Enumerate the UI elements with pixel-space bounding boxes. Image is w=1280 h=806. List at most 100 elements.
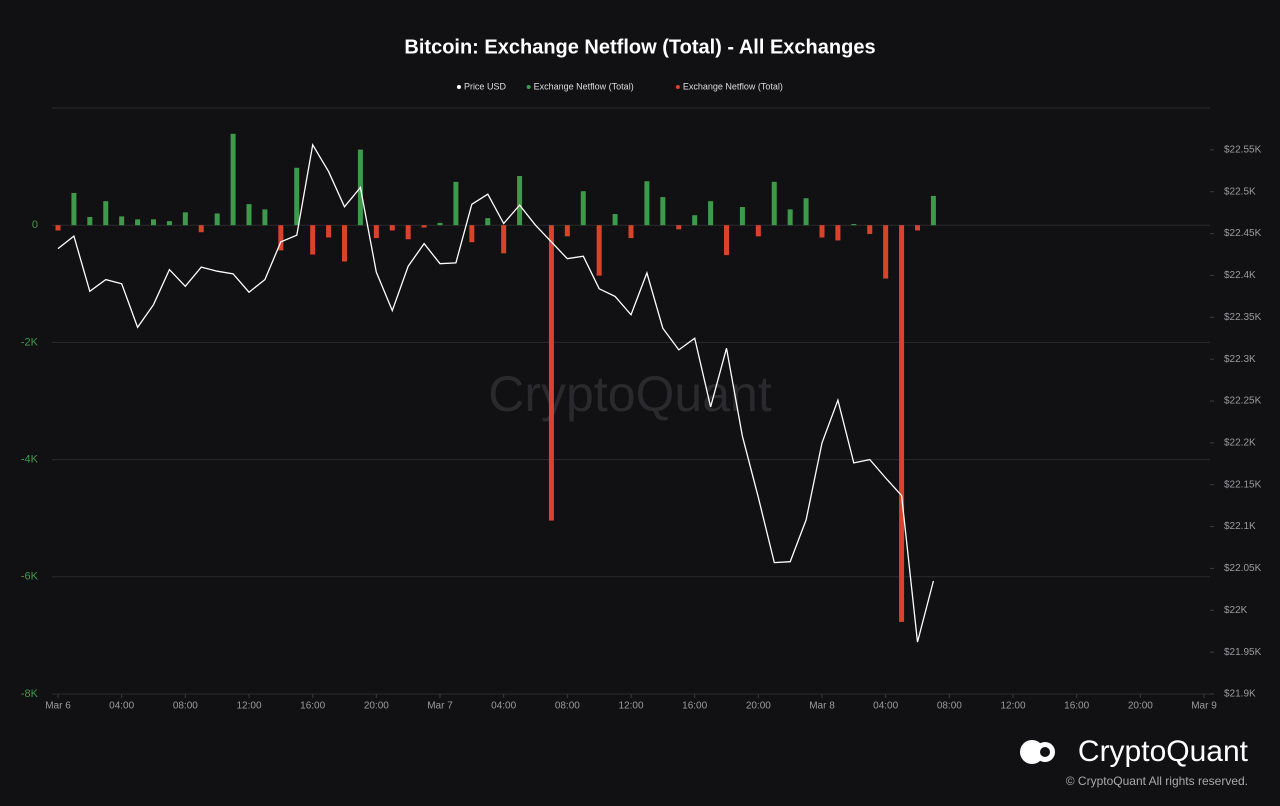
logo-icon [1040, 747, 1050, 757]
y2-tick-label: $22.35K [1224, 312, 1262, 323]
bar [485, 218, 491, 226]
bar [373, 225, 379, 239]
bar [660, 197, 666, 226]
x-tick-label: 08:00 [555, 701, 580, 712]
brand: CryptoQuant [1078, 735, 1249, 768]
legend-label: Exchange Netflow (Total) [683, 81, 783, 91]
legend-label: Exchange Netflow (Total) [534, 81, 634, 91]
bar [819, 225, 825, 238]
y2-tick-label: $22.05K [1224, 563, 1262, 574]
y-tick-label: 0 [32, 219, 38, 231]
x-tick-label: 04:00 [491, 701, 516, 712]
bar [580, 191, 586, 226]
bar [915, 225, 920, 231]
bar [294, 167, 300, 226]
y2-tick-label: $21.9K [1224, 689, 1256, 700]
bar [166, 221, 172, 226]
copyright: © CryptoQuant All rights reserved. [1066, 774, 1248, 788]
bar [182, 212, 188, 226]
bar [103, 201, 109, 226]
bar [326, 225, 332, 238]
bar [803, 198, 809, 226]
bar [564, 225, 570, 237]
x-tick-label: 04:00 [109, 701, 134, 712]
bar [708, 201, 714, 226]
bar [342, 225, 347, 262]
bar [548, 225, 554, 521]
bar [389, 225, 395, 231]
bar [405, 225, 411, 240]
bar [453, 181, 459, 226]
bar [771, 181, 777, 226]
bar [421, 225, 427, 228]
y-tick-label: -8K [21, 688, 39, 700]
x-tick-label: 20:00 [746, 701, 771, 712]
chart-title: Bitcoin: Exchange Netflow (Total) - All … [404, 36, 875, 58]
bar [930, 195, 936, 226]
x-tick-label: 12:00 [1000, 701, 1025, 712]
legend-marker [675, 85, 680, 89]
y-tick-label: -2K [21, 336, 39, 348]
bar [676, 225, 682, 230]
bar [214, 213, 220, 226]
bar [71, 192, 77, 226]
y2-tick-label: $21.95K [1224, 647, 1262, 658]
x-tick-label: Mar 7 [427, 701, 453, 712]
bar [867, 225, 873, 234]
bar [628, 225, 634, 239]
y2-tick-label: $22.5K [1224, 186, 1256, 197]
y2-tick-label: $22.1K [1224, 521, 1256, 532]
y2-tick-label: $22.55K [1224, 144, 1262, 155]
x-tick-label: 08:00 [173, 701, 198, 712]
y2-tick-label: $22.3K [1224, 354, 1256, 365]
x-tick-label: Mar 9 [1191, 701, 1217, 712]
x-tick-label: 16:00 [300, 701, 325, 712]
legend-label: Price USD [464, 81, 507, 91]
bar [883, 225, 889, 279]
bar [596, 225, 602, 276]
bar [278, 225, 284, 251]
bar [310, 225, 316, 255]
bar [135, 219, 141, 226]
watermark: CryptoQuant [488, 366, 772, 422]
x-tick-label: 16:00 [1064, 701, 1089, 712]
x-tick-label: Mar 6 [45, 701, 71, 712]
bar [87, 216, 93, 226]
bar [612, 214, 618, 226]
price-line [57, 142, 935, 643]
bar [151, 219, 156, 226]
x-tick-label: 20:00 [364, 701, 389, 712]
x-tick-label: 16:00 [682, 701, 707, 712]
bar [198, 225, 204, 233]
legend-marker [526, 85, 531, 89]
bar [644, 181, 650, 226]
y2-tick-label: $22K [1224, 605, 1248, 616]
bar [835, 225, 841, 241]
bar [437, 222, 443, 226]
bar [246, 204, 252, 226]
legend-marker [456, 85, 461, 89]
y2-tick-label: $22.25K [1224, 396, 1262, 407]
y-tick-label: -4K [21, 454, 39, 466]
bar [55, 225, 61, 231]
x-tick-label: 12:00 [618, 701, 643, 712]
bar [469, 225, 475, 243]
bar [262, 209, 268, 226]
x-tick-label: 04:00 [873, 701, 898, 712]
y2-tick-label: $22.15K [1224, 479, 1262, 490]
bar [899, 225, 905, 622]
y-tick-label: -6K [21, 571, 39, 583]
y2-tick-label: $22.45K [1224, 228, 1262, 239]
bar [517, 175, 523, 226]
bar [692, 215, 698, 226]
x-tick-label: 20:00 [1128, 701, 1153, 712]
x-tick-label: Mar 8 [809, 701, 835, 712]
bar [501, 225, 507, 254]
bar [851, 224, 857, 226]
x-tick-label: 12:00 [236, 701, 261, 712]
logo [1020, 740, 1055, 764]
y2-tick-label: $22.2K [1224, 437, 1256, 448]
x-tick-label: 08:00 [937, 701, 962, 712]
